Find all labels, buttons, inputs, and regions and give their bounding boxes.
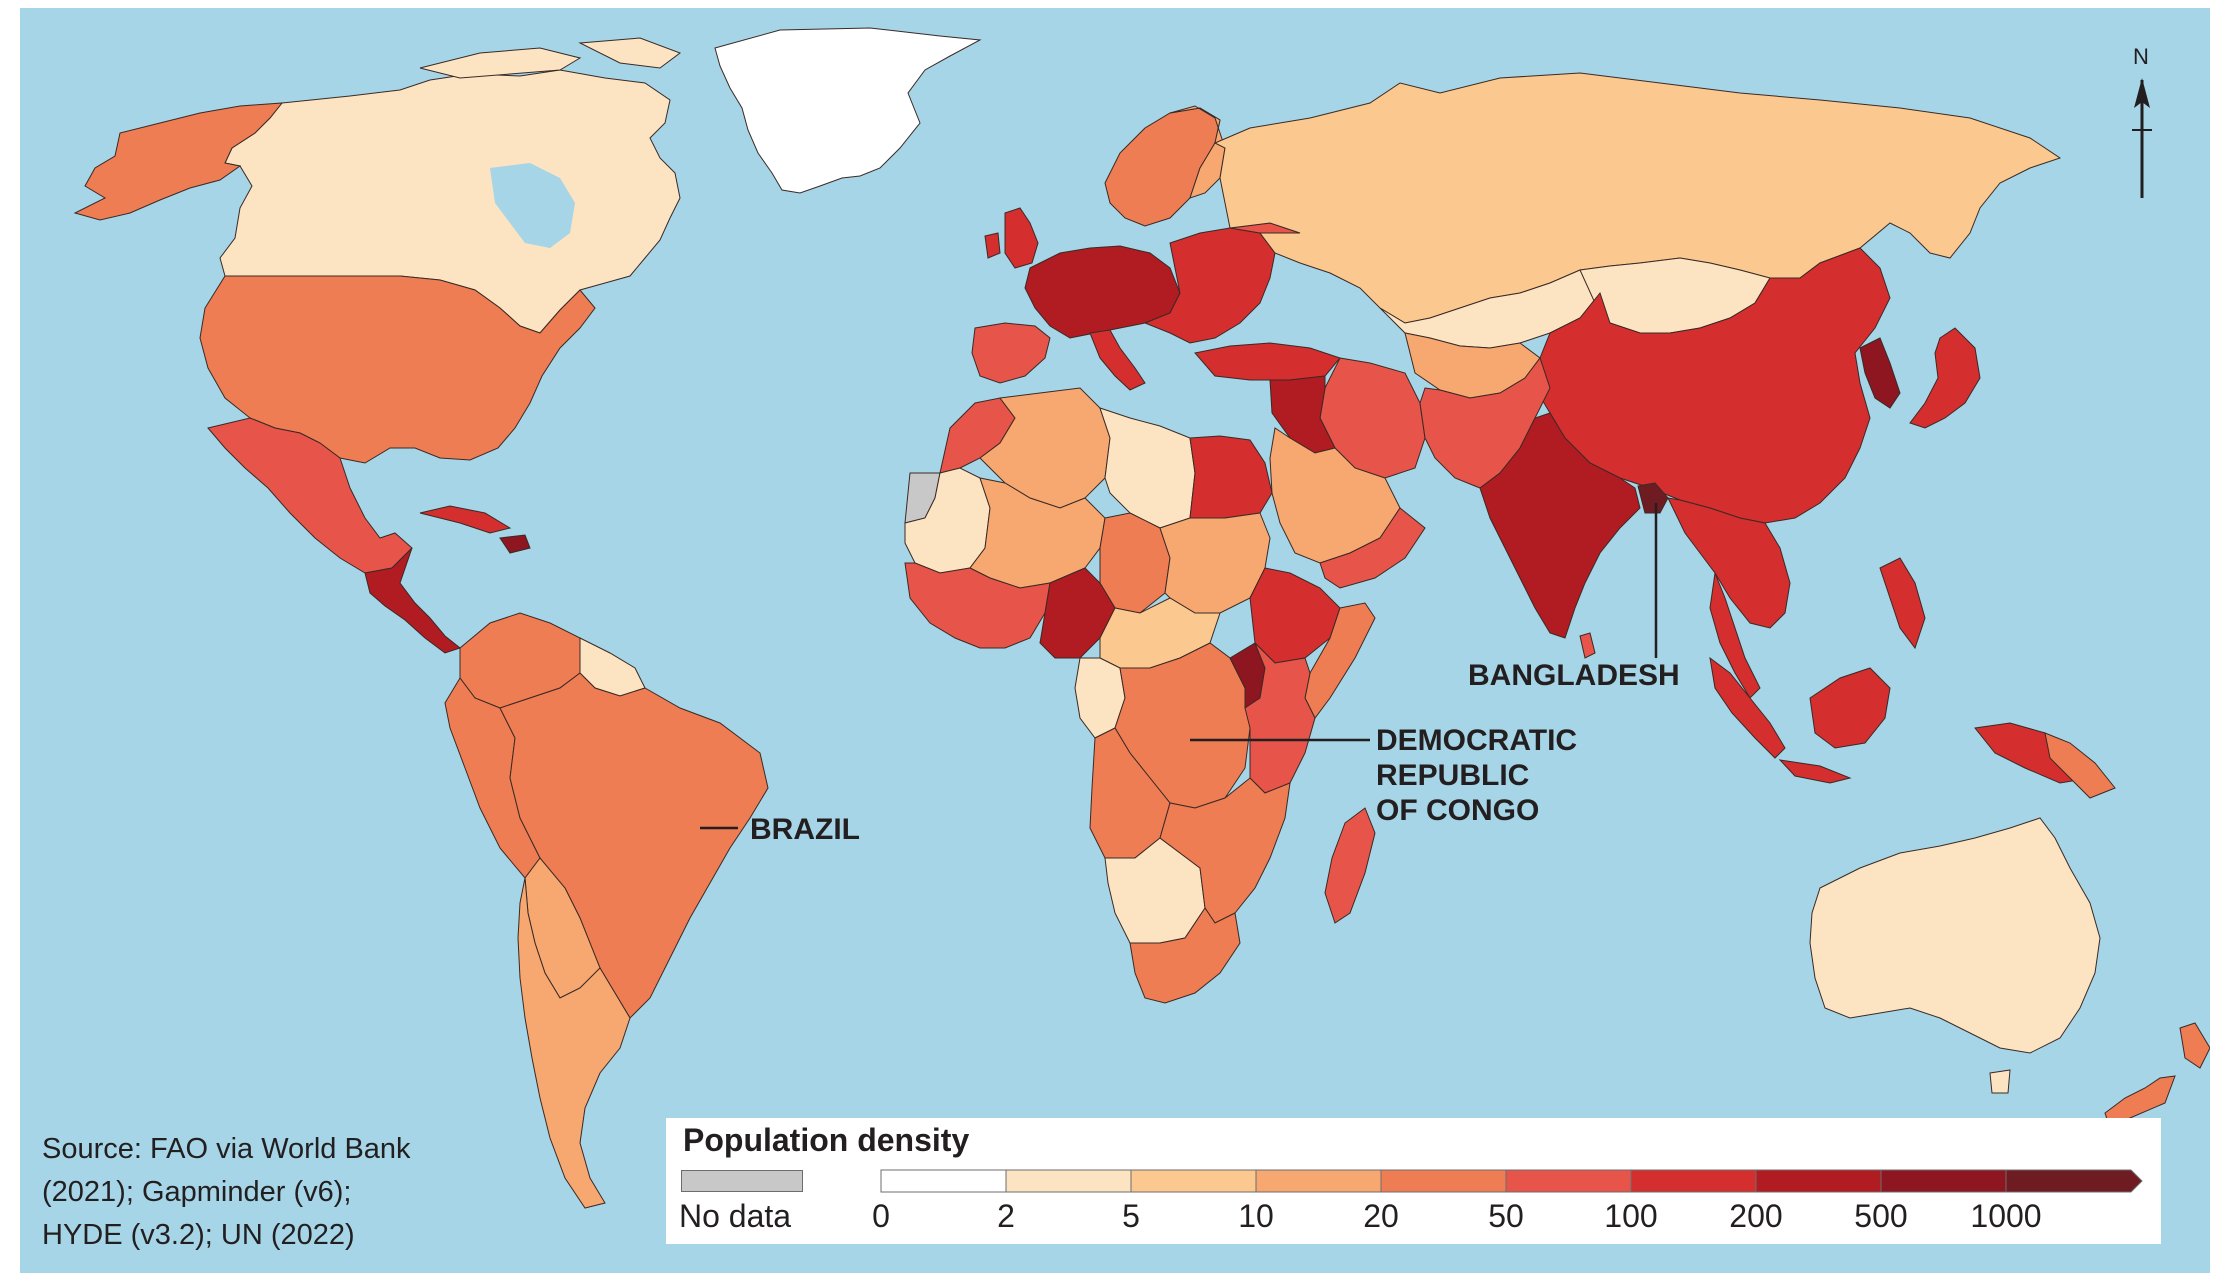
scale-tick-label: 100 [1604,1198,1658,1234]
scale-tick-label: 5 [1122,1198,1140,1234]
bangladesh-label: BANGLADESH [1468,659,1680,692]
nodata-swatch [681,1170,803,1192]
scale-bin [1255,1169,1382,1193]
somalia-horn [1304,602,1376,719]
scale-bin [1755,1169,1882,1193]
scale-bin [1880,1169,2007,1193]
madagascar [1324,807,1376,924]
greenland [714,27,982,194]
tasmania [1989,1069,2011,1094]
drc-label-line3: OF CONGO [1376,794,1539,827]
turkey [1194,342,1341,381]
argentina-chile [517,877,631,1209]
legend-title: Population density [683,1122,970,1158]
nigeria [1039,567,1116,659]
scale-bin [1630,1169,1757,1193]
legend: Population density No data 0 2 5 10 20 5… [666,1118,2161,1244]
cuba-caribbean [419,505,512,534]
south-africa [1129,907,1241,1004]
scale-tick-label: 500 [1854,1198,1908,1234]
source-line: (2021); Gapminder (v6); [42,1176,352,1208]
alaska [73,102,284,221]
india [1479,412,1641,639]
mainland-southeast-asia [1667,497,1791,629]
iberia [971,322,1051,384]
canada-islands [419,37,682,79]
sumatra [1709,656,1786,759]
scale-tick-label: 10 [1238,1198,1274,1234]
bangladesh [1637,482,1669,514]
drc-label-line1: DEMOCRATIC [1376,724,1577,757]
scale-bin [1505,1169,1632,1193]
malay-peninsula [1709,571,1761,699]
philippines [1879,557,1926,650]
source-note: Source: FAO via World Bank (2021); Gapmi… [42,1128,422,1257]
borneo [1809,667,1891,749]
haiti-dr [499,534,531,554]
nodata-label: No data [679,1198,792,1234]
scale-bin [880,1169,1007,1193]
iraq-syria [1269,375,1336,454]
hudson-bay [490,163,575,248]
sri-lanka [1579,632,1596,659]
world-map: BANGLADESH DEMOCRATIC REPUBLIC OF CONGO … [20,8,2210,1273]
korea [1859,337,1901,409]
yemen-oman [1319,507,1426,589]
central-america [364,547,462,654]
australia [1809,817,2101,1054]
scale-bin-open-end [2005,1169,2143,1193]
scale-tick-label: 2 [997,1198,1015,1234]
scale-bin [1005,1169,1132,1193]
scale-tick-label: 0 [872,1198,890,1234]
scale-tick-label: 1000 [1970,1198,2042,1234]
source-line: Source: FAO via World Bank [42,1133,411,1165]
finland [1169,105,1226,199]
mexico [207,417,413,574]
north-arrow: N [2132,44,2152,198]
egypt [1189,435,1273,519]
scale-tick-label: 20 [1363,1198,1399,1234]
scale-tick-label: 200 [1729,1198,1783,1234]
japan [1909,327,1981,429]
scale-bin [1380,1169,1507,1193]
drc-label-line2: REPUBLIC [1376,759,1529,792]
chad [1099,512,1171,614]
zambia-mozambique [1159,777,1291,924]
scale-tick-label: 50 [1488,1198,1524,1234]
china [1534,247,1891,524]
color-scale [880,1169,2143,1193]
brazil-label: BRAZIL [750,813,860,846]
italy [1089,329,1146,391]
scale-bin [1130,1169,1257,1193]
papua-new-guinea [2044,732,2116,799]
north-letter: N [2133,44,2149,69]
java [1778,759,1852,784]
uk-ireland [984,207,1039,269]
source-line: HYDE (v3.2); UN (2022) [42,1219,355,1251]
